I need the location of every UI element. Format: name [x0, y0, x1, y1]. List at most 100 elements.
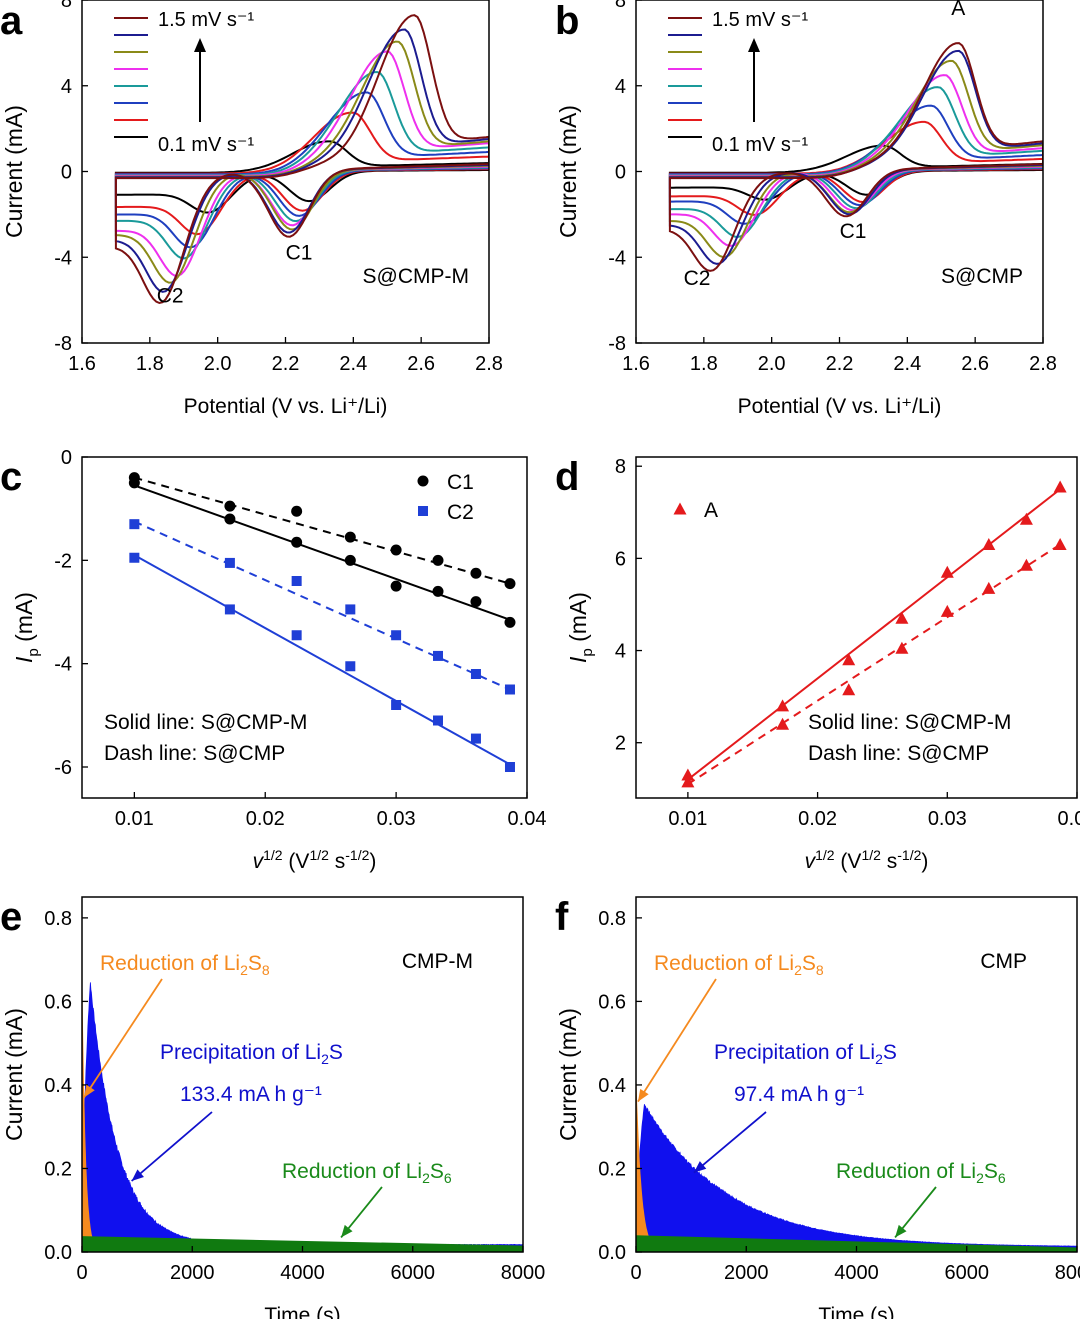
legend-label-top: 1.5 mV s⁻¹ — [158, 9, 254, 31]
y-tick-label: 0.2 — [44, 1158, 72, 1180]
x-tick-label: 2.8 — [475, 353, 503, 375]
data-point — [433, 715, 443, 726]
x-tick-label: 2.4 — [893, 353, 921, 375]
x-tick-label: 8000 — [501, 1262, 546, 1284]
y-tick-label: -4 — [54, 654, 72, 676]
cv-curve-0 — [114, 140, 489, 214]
data-point — [128, 472, 140, 484]
capacity-label: 97.4 mA h g⁻¹ — [734, 1083, 864, 1106]
x-tick-label: 0.03 — [377, 808, 416, 830]
fit-line — [134, 476, 511, 585]
x-tick-label: 8000 — [1055, 1262, 1080, 1284]
data-point — [1019, 558, 1033, 571]
y-tick-label: 0 — [61, 447, 72, 469]
x-tick-label: 2000 — [724, 1262, 769, 1284]
y-tick-label: 0.4 — [44, 1075, 72, 1097]
y-tick-label: 4 — [615, 641, 626, 663]
sample-label: S@CMP — [941, 265, 1023, 288]
data-point — [681, 768, 695, 781]
x-tick-label: 0.03 — [928, 808, 967, 830]
legend-label-bottom: 0.1 mV s⁻¹ — [158, 134, 254, 156]
data-point — [470, 669, 481, 679]
li2s6-arrow-head — [341, 1224, 353, 1238]
x-axis-label: Potential (V vs. Li⁺/Li) — [738, 395, 942, 418]
data-point — [291, 505, 303, 517]
x-axis-label: v1/2 (V1/2 s-1/2) — [805, 847, 929, 873]
y-tick-label: 8 — [615, 456, 626, 478]
y-tick-label: 4 — [615, 76, 626, 98]
li2s-arrow — [693, 1111, 767, 1174]
data-point — [224, 513, 236, 525]
data-point — [417, 475, 429, 487]
y-tick-label: -8 — [54, 333, 72, 355]
peak-label: A — [951, 0, 965, 20]
x-axis-label: Time (s) — [818, 1304, 894, 1319]
y-tick-label: 0 — [61, 162, 72, 184]
peak-label: C2 — [157, 284, 184, 307]
x-tick-label: 2.6 — [961, 353, 989, 375]
x-tick-label: 2.2 — [272, 353, 300, 375]
data-point — [224, 500, 236, 512]
data-point — [129, 519, 140, 530]
li2s6-arrow-head — [895, 1224, 907, 1238]
x-tick-label: 0.01 — [115, 808, 154, 830]
y-tick-label: -8 — [608, 333, 626, 355]
x-axis-label: v1/2 (V1/2 s-1/2) — [253, 847, 377, 873]
x-tick-label: 1.8 — [136, 353, 164, 375]
x-tick-label: 1.6 — [622, 353, 650, 375]
x-tick-label: 2.8 — [1029, 353, 1057, 375]
data-point — [345, 604, 356, 615]
data-point — [842, 683, 856, 696]
region-label: Reduction of Li2S8 — [654, 952, 824, 978]
x-tick-label: 6000 — [945, 1262, 990, 1284]
data-point — [895, 641, 909, 654]
line-style-note: Dash line: S@CMP — [808, 742, 989, 765]
region-label: Reduction of Li2S6 — [282, 1160, 452, 1186]
li2s8-arrow — [637, 978, 717, 1103]
fit-line — [687, 488, 1061, 781]
data-point — [470, 567, 482, 579]
line-style-note: Dash line: S@CMP — [104, 742, 285, 765]
data-point — [673, 502, 687, 515]
line-style-note: Solid line: S@CMP-M — [808, 711, 1011, 734]
panel-letter: a — [0, 0, 23, 43]
region-label: Precipitation of Li2S — [714, 1041, 897, 1067]
panel-b: 1.6 1.8 2.0 2.2 2.4 2.6 2.8 -8 -4 0 4 8 b Potential (… — [555, 0, 1057, 418]
data-point — [504, 684, 515, 695]
data-point — [291, 630, 302, 641]
panel-f: 0 2000 4000 6000 8000 0.0 0.2 0.4 0.6 0.8 f Time (s… — [555, 895, 1080, 1319]
li2s8-region — [636, 1064, 653, 1252]
data-point — [345, 661, 356, 672]
x-tick-label: 6000 — [391, 1262, 436, 1284]
data-point — [390, 580, 402, 592]
panel-e: 0 2000 4000 6000 8000 0.0 0.2 0.4 0.6 0.8 e Time (s… — [0, 895, 545, 1319]
x-axis-label: Potential (V vs. Li⁺/Li) — [184, 395, 388, 418]
data-point — [982, 581, 996, 594]
y-tick-label: 6 — [615, 548, 626, 570]
panel-letter: e — [0, 895, 22, 939]
data-point — [470, 596, 482, 608]
plot-frame — [635, 456, 1078, 799]
legend-label-top: 1.5 mV s⁻¹ — [712, 9, 808, 31]
li2s8-region — [82, 951, 94, 1252]
data-point — [129, 552, 140, 563]
sample-label: CMP — [980, 950, 1027, 973]
data-point — [842, 653, 856, 666]
peak-label: C1 — [286, 241, 313, 264]
region-label: Reduction of Li2S6 — [836, 1160, 1006, 1186]
region-label: Precipitation of Li2S — [160, 1041, 343, 1067]
y-tick-label: 4 — [61, 76, 72, 98]
y-axis-label: Current (mA) — [555, 105, 581, 238]
data-point — [432, 585, 444, 597]
li2s-arrow-head — [693, 1161, 707, 1173]
panel-letter: c — [0, 455, 22, 499]
x-tick-label: 0.04 — [1058, 808, 1080, 830]
data-point — [418, 506, 428, 516]
x-tick-label: 0 — [76, 1262, 87, 1284]
data-point — [391, 700, 402, 710]
y-tick-label: 0.6 — [598, 991, 626, 1013]
data-point — [681, 775, 695, 788]
y-tick-label: 0 — [615, 162, 626, 184]
data-point — [982, 538, 996, 551]
y-axis-label: Ip (mA) — [11, 592, 42, 663]
